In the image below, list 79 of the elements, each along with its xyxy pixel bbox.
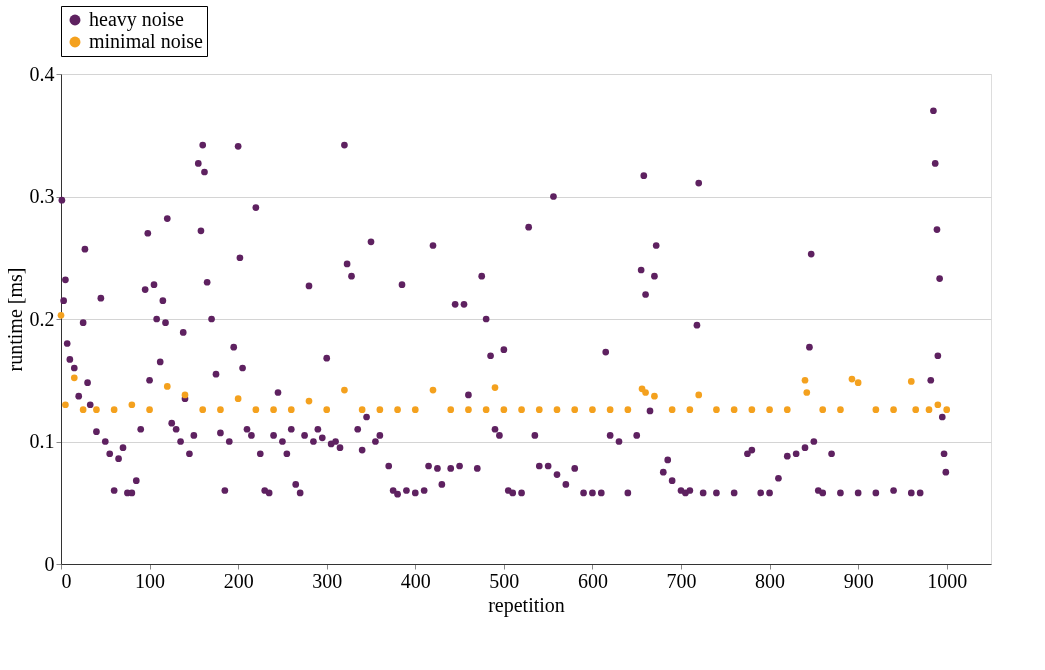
- point: [500, 406, 508, 413]
- point: [491, 384, 499, 391]
- point: [110, 406, 118, 413]
- point: [482, 406, 490, 413]
- point: [518, 406, 525, 413]
- point: [848, 375, 856, 383]
- point: [651, 392, 658, 400]
- y-tick-label: 0.1: [29, 430, 55, 452]
- point: [305, 397, 313, 405]
- y-tick-label: 0.2: [29, 307, 55, 330]
- legend-label: minimal noise: [89, 30, 203, 52]
- point: [57, 311, 65, 319]
- y-axis-title: runtime [ms]: [3, 267, 26, 372]
- x-axis-title: repetition: [488, 593, 565, 617]
- point: [872, 406, 880, 413]
- point: [934, 401, 942, 409]
- point: [624, 406, 632, 413]
- x-tick-label: 0: [61, 569, 72, 592]
- point: [925, 406, 933, 413]
- x-tick-label: 500: [489, 569, 520, 592]
- x-tick-label: 900: [843, 569, 874, 592]
- point: [606, 406, 614, 413]
- x-tick-label: 1000: [927, 569, 968, 592]
- point: [783, 406, 791, 413]
- point: [535, 406, 543, 413]
- point: [79, 406, 87, 413]
- point: [199, 406, 207, 413]
- point: [447, 406, 455, 413]
- point: [394, 406, 401, 413]
- point: [287, 406, 295, 413]
- point: [252, 406, 260, 413]
- point: [907, 378, 915, 385]
- point: [571, 406, 579, 413]
- point: [943, 406, 951, 413]
- point: [713, 406, 720, 413]
- point: [465, 406, 472, 413]
- y-tick-label: 0.3: [29, 185, 55, 207]
- point: [234, 395, 242, 402]
- point: [912, 406, 920, 413]
- point: [146, 406, 153, 413]
- point: [801, 376, 809, 384]
- point: [766, 406, 773, 413]
- legend-label: heavy noise: [89, 8, 185, 31]
- point: [270, 406, 277, 413]
- point: [819, 406, 827, 413]
- point: [358, 406, 366, 413]
- x-tick-label: 800: [755, 569, 786, 592]
- point: [411, 406, 419, 413]
- point: [668, 406, 676, 413]
- point: [803, 389, 811, 396]
- y-tick-label: 0.4: [29, 62, 55, 85]
- point: [323, 406, 331, 413]
- x-tick-label: 700: [666, 569, 697, 592]
- point: [890, 406, 897, 413]
- point: [376, 406, 384, 413]
- point: [589, 406, 596, 413]
- point: [181, 391, 189, 399]
- point: [730, 406, 738, 413]
- x-tick-label: 300: [312, 569, 343, 592]
- point: [163, 383, 171, 390]
- point: [70, 374, 78, 382]
- point: [748, 406, 756, 413]
- point: [341, 386, 348, 394]
- point: [686, 406, 694, 413]
- point: [128, 401, 136, 409]
- point: [553, 406, 561, 413]
- point: [837, 406, 844, 413]
- point: [93, 406, 100, 413]
- y-tick-label: 0: [44, 552, 55, 575]
- point: [642, 389, 649, 396]
- x-tick-label: 200: [223, 569, 254, 592]
- x-tick-label: 600: [577, 569, 608, 592]
- x-tick-label: 400: [400, 569, 431, 592]
- point: [429, 386, 437, 394]
- point: [854, 379, 862, 387]
- point: [62, 401, 69, 409]
- point: [695, 391, 703, 399]
- point: [217, 406, 224, 413]
- x-tick-label: 100: [135, 569, 166, 592]
